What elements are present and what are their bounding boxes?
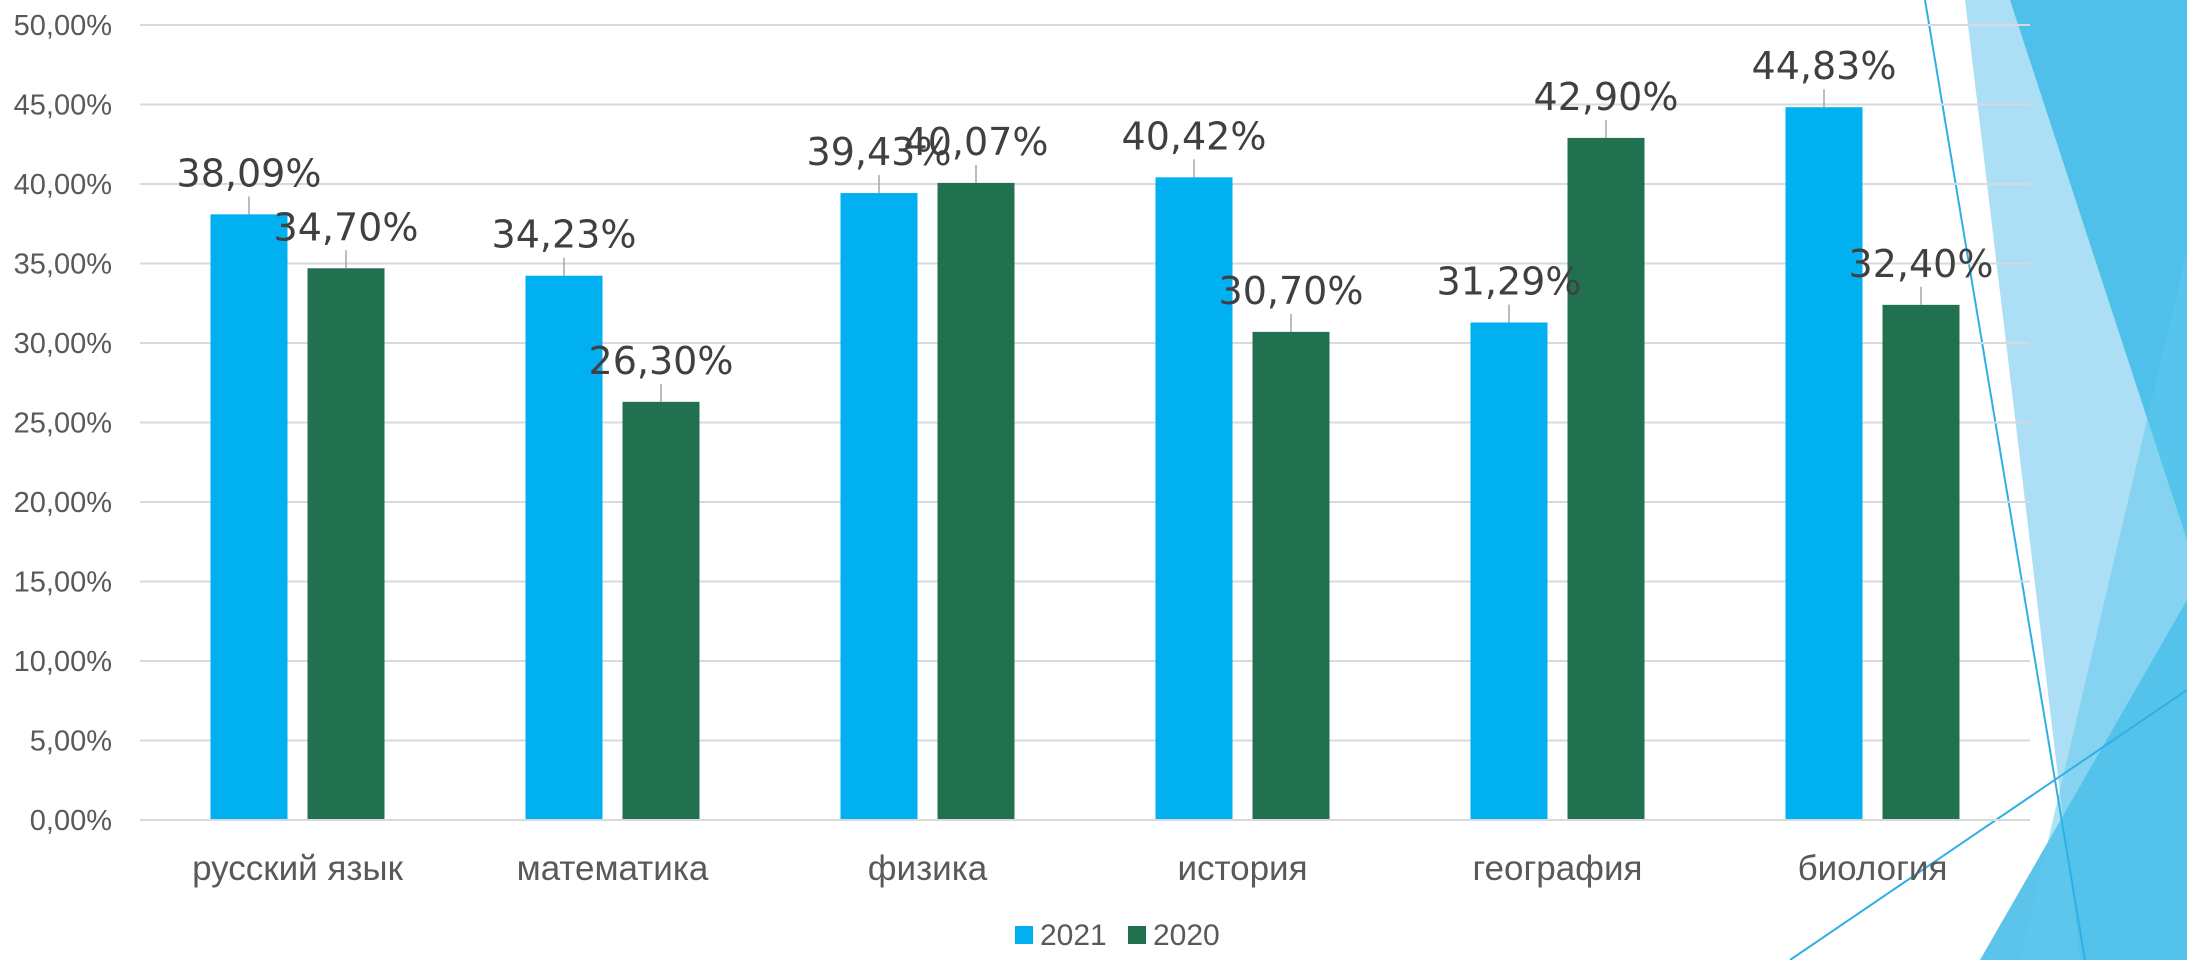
y-tick-label: 5,00% xyxy=(30,726,112,758)
bar-2021 xyxy=(1785,107,1863,820)
y-tick-label: 10,00% xyxy=(14,646,112,678)
y-tick-label: 50,00% xyxy=(14,10,112,42)
data-label-2021: 38,09% xyxy=(177,151,322,195)
bar-2020 xyxy=(1252,331,1330,820)
y-tick-label: 25,00% xyxy=(14,408,112,440)
bar-2020 xyxy=(622,401,700,820)
bar-2021 xyxy=(210,214,288,820)
decor-shape xyxy=(2010,0,2187,540)
legend-swatch-2020 xyxy=(1128,926,1146,944)
decor-line xyxy=(1924,0,2086,960)
y-tick-label: 40,00% xyxy=(14,169,112,201)
data-labels: 38,09% 34,70% 34,23% 26,30% 39,43%40,07% 40,4… xyxy=(177,44,1994,402)
bars xyxy=(210,107,1960,821)
data-label-2021: 34,23% xyxy=(492,213,637,257)
decor-shape xyxy=(2020,250,2187,960)
category-label: география xyxy=(1473,849,1643,888)
legend-label-2020: 2020 xyxy=(1153,919,1220,952)
data-label-2020: 42,90% xyxy=(1534,75,1679,119)
bar-2020 xyxy=(1567,137,1645,820)
y-tick-label: 35,00% xyxy=(14,249,112,281)
decor-line xyxy=(1789,689,2187,960)
category-label: физика xyxy=(868,849,988,888)
bar-2020 xyxy=(307,268,385,820)
data-label-2020: 32,40% xyxy=(1849,242,1994,286)
data-label-2020: 26,30% xyxy=(589,339,734,383)
data-label-2020: 40,07% xyxy=(904,120,1049,164)
y-axis: 0,00% 5,00% 10,00% 15,00% 20,00% 25,00% 30,00%… xyxy=(14,10,112,837)
y-tick-label: 45,00% xyxy=(14,90,112,122)
data-label-2021: 39,43% xyxy=(807,130,952,174)
category-label: история xyxy=(1177,849,1307,888)
data-label-2021: 31,29% xyxy=(1437,259,1582,303)
y-tick-label: 20,00% xyxy=(14,487,112,519)
decorative-background xyxy=(1789,0,2187,960)
legend: 2021 2020 xyxy=(1015,919,1220,952)
legend-label-2021: 2021 xyxy=(1040,919,1107,952)
bar-2021 xyxy=(525,275,603,820)
category-label: математика xyxy=(517,849,709,888)
gridlines xyxy=(140,24,2030,821)
category-label: русский язык xyxy=(192,849,403,888)
bar-2020 xyxy=(1882,304,1960,821)
legend-swatch-2021 xyxy=(1015,926,1033,944)
data-label-2021: 40,42% xyxy=(1122,114,1267,158)
y-tick-label: 15,00% xyxy=(14,567,112,599)
y-tick-label: 30,00% xyxy=(14,328,112,360)
bar-2021 xyxy=(1470,322,1548,820)
bar-2021 xyxy=(1155,177,1233,820)
data-label-2021: 44,83% xyxy=(1752,44,1897,88)
bar-2020 xyxy=(937,182,1015,821)
data-label-2020: 34,70% xyxy=(274,205,419,249)
category-label: биология xyxy=(1798,849,1948,888)
bar-2021 xyxy=(840,193,918,821)
x-axis: русский язык математика физика история геогр… xyxy=(140,819,2030,888)
data-label-2020: 30,70% xyxy=(1219,269,1364,313)
y-tick-label: 0,00% xyxy=(30,805,112,837)
